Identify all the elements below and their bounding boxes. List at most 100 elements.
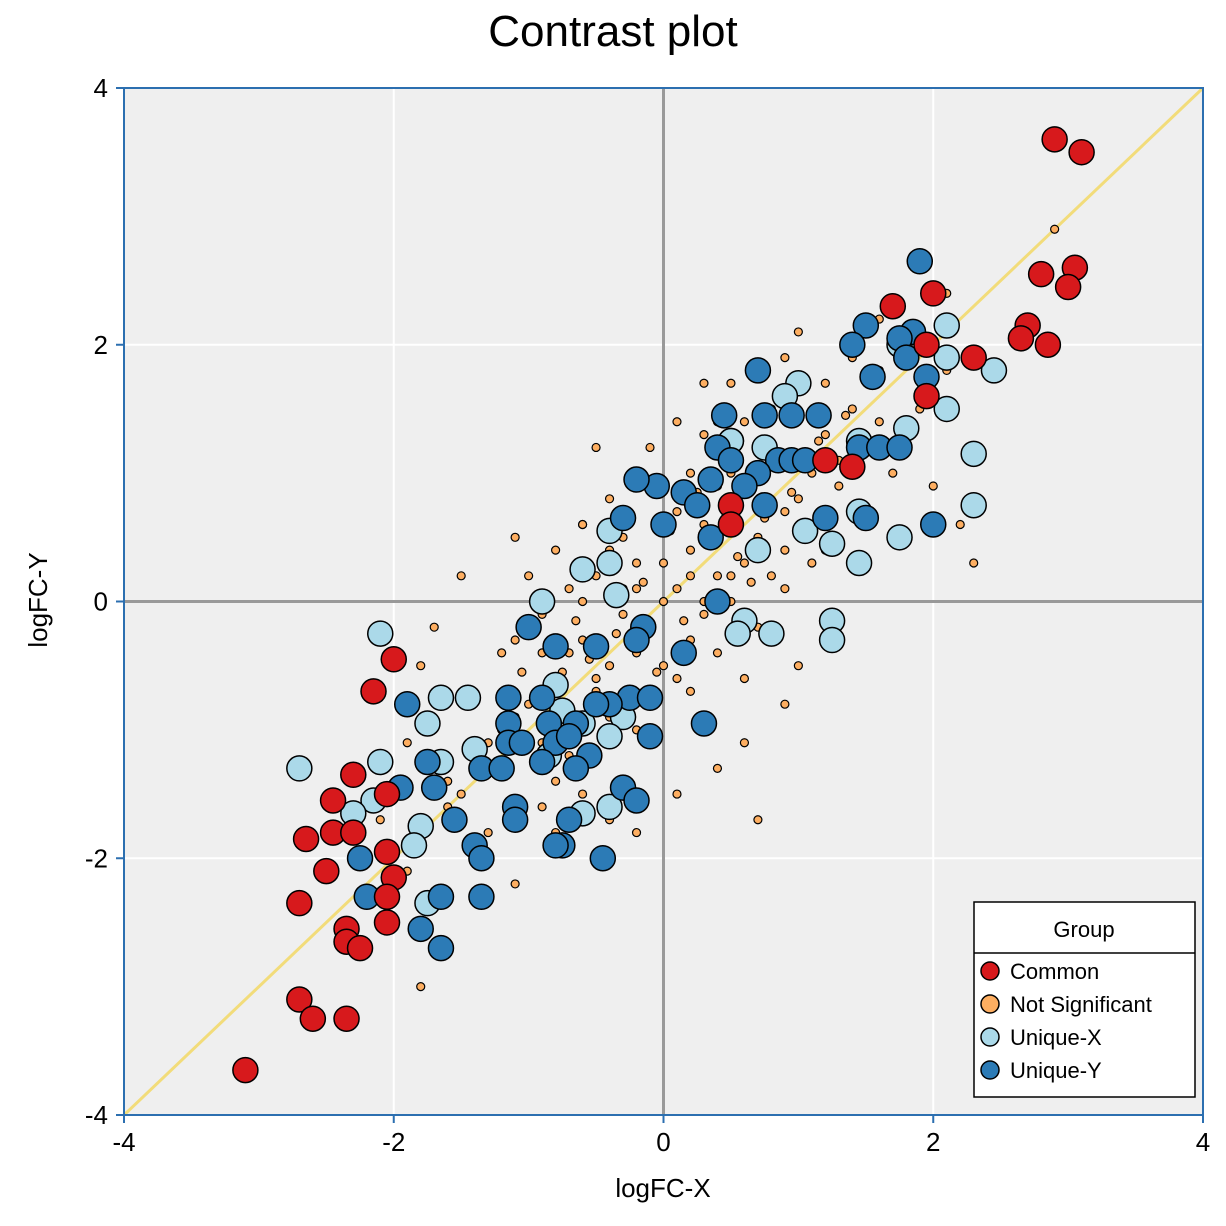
point-unique-y [623,787,650,814]
point-not-significant [672,417,682,427]
point-unique-y [650,511,677,538]
point-common [1027,260,1055,288]
point-common [299,1005,327,1032]
point-common [1034,331,1062,358]
chart-title: Contrast plot [488,7,737,56]
point-unique-y [414,748,441,776]
point-unique-y [623,626,650,654]
point-unique-y [488,755,515,782]
point-unique-y [751,491,778,519]
point-not-significant [699,378,709,388]
point-not-significant [672,584,682,594]
point-unique-y [555,806,583,833]
point-unique-x [569,556,596,583]
point-not-significant [820,430,830,440]
legend-title: Group [1053,917,1114,942]
point-unique-x [886,524,913,551]
point-unique-y [893,344,920,371]
point-unique-y [906,248,934,275]
point-not-significant [564,584,574,594]
point-not-significant [699,430,709,440]
point-not-significant [524,571,534,581]
point-unique-x [367,748,394,776]
point-unique-y [690,710,718,737]
point-unique-y [731,472,758,500]
point-unique-y [441,806,468,833]
legend-swatch-not-significant [980,994,1000,1014]
point-unique-x [427,684,455,712]
point-unique-y [839,331,866,358]
point-unique-y [495,684,522,712]
point-not-significant [726,378,736,388]
point-common [839,453,866,480]
point-unique-y [589,845,617,872]
y-tick-label: 0 [94,587,108,617]
point-unique-y [636,684,664,712]
point-common [373,909,401,936]
point-unique-y [812,504,839,532]
point-unique-y [542,832,569,859]
point-not-significant [571,616,581,626]
point-unique-y [778,402,805,429]
point-unique-y [508,729,536,756]
point-not-significant [733,551,743,562]
point-unique-y [751,402,778,429]
point-unique-y [920,511,947,538]
point-unique-y [697,524,724,551]
point-not-significant [780,352,790,363]
point-unique-y [562,755,590,782]
point-not-significant [591,442,601,453]
point-common [340,761,367,789]
point-not-significant [840,410,851,420]
point-unique-y [852,312,880,339]
point-not-significant [820,378,830,388]
point-common [960,344,987,371]
point-unique-x [454,684,482,712]
point-common [913,331,940,358]
point-not-significant [375,815,385,825]
point-unique-y [393,690,421,718]
point-not-significant [611,628,621,639]
point-not-significant [685,468,696,478]
point-common [373,780,401,808]
point-not-significant [753,815,763,825]
x-tick-label: 2 [926,1127,940,1157]
legend: Group Common Not Significant Unique-X Uniqu… [973,901,1196,1098]
point-unique-y [582,633,610,660]
point-unique-y [528,684,556,712]
point-not-significant [631,558,642,568]
point-common [286,986,313,1013]
legend-label-common: Common [1010,959,1099,984]
point-not-significant [497,648,507,658]
point-common [812,447,839,474]
point-not-significant [793,327,803,337]
point-not-significant [712,648,723,658]
point-not-significant [780,584,790,594]
point-not-significant [618,609,628,619]
point-not-significant [780,545,790,555]
legend-label-unique-y: Unique-Y [1010,1058,1102,1083]
point-unique-x [960,440,987,468]
point-unique-y [542,633,569,660]
point-unique-y [697,466,724,493]
point-common [1054,273,1082,301]
point-unique-x [758,620,785,647]
point-common [373,838,401,866]
x-tick-label: 4 [1196,1127,1210,1157]
y-tick-label: 4 [94,73,108,103]
point-unique-x [933,312,960,339]
point-unique-y [515,613,542,641]
point-not-significant [604,661,615,671]
point-not-significant [888,468,898,478]
point-unique-y [468,883,495,911]
point-not-significant [510,879,520,889]
point-unique-y [420,774,448,801]
legend-swatch-common [980,961,1000,981]
point-not-significant [712,571,723,581]
y-tick-label: -2 [85,843,108,873]
point-not-significant [793,661,803,671]
legend-box [973,901,1196,1098]
point-not-significant [416,661,426,671]
point-unique-x [367,620,394,647]
